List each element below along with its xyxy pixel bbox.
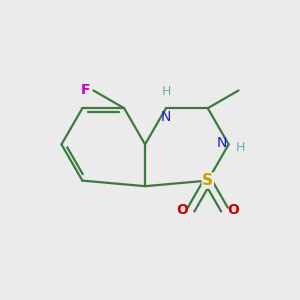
Text: O: O	[227, 202, 239, 217]
Text: S: S	[202, 173, 213, 188]
Text: O: O	[176, 202, 188, 217]
Text: N: N	[161, 110, 171, 124]
Text: H: H	[236, 141, 245, 154]
Text: H: H	[161, 85, 171, 98]
Text: N: N	[217, 136, 227, 150]
Text: F: F	[81, 83, 91, 98]
